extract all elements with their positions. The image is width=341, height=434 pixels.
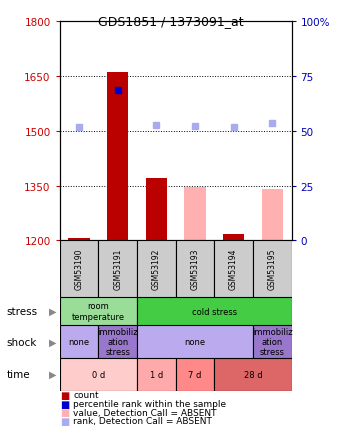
Text: immobiliz
ation
stress: immobiliz ation stress: [252, 327, 293, 357]
Text: ▶: ▶: [49, 306, 57, 316]
Bar: [214, 358, 292, 391]
Text: ■: ■: [60, 399, 69, 408]
Bar: [176, 358, 214, 391]
Text: count: count: [73, 391, 99, 399]
Text: GSM53190: GSM53190: [74, 248, 84, 290]
Bar: [98, 241, 137, 297]
Bar: [137, 241, 176, 297]
Text: 0 d: 0 d: [92, 370, 105, 379]
Text: percentile rank within the sample: percentile rank within the sample: [73, 399, 226, 408]
Bar: [60, 358, 137, 391]
Text: GSM53193: GSM53193: [190, 248, 199, 290]
Bar: [68, 238, 90, 241]
Bar: [137, 297, 292, 326]
Bar: [214, 241, 253, 297]
Text: 7 d: 7 d: [188, 370, 202, 379]
Bar: [176, 241, 214, 297]
Bar: [107, 73, 128, 241]
Bar: [68, 238, 90, 241]
Text: none: none: [184, 337, 206, 346]
Text: GSM53192: GSM53192: [152, 248, 161, 290]
Text: room
temperature: room temperature: [72, 302, 125, 321]
Text: ▶: ▶: [49, 337, 57, 347]
Bar: [253, 326, 292, 358]
Bar: [60, 326, 98, 358]
Text: ■: ■: [60, 390, 69, 400]
Text: stress: stress: [7, 306, 38, 316]
Text: 28 d: 28 d: [243, 370, 262, 379]
Bar: [253, 241, 292, 297]
Bar: [223, 234, 244, 241]
Bar: [98, 326, 137, 358]
Text: shock: shock: [7, 337, 37, 347]
Text: cold stress: cold stress: [192, 307, 237, 316]
Text: time: time: [7, 369, 30, 379]
Bar: [60, 241, 98, 297]
Text: none: none: [69, 337, 90, 346]
Text: ■: ■: [60, 416, 69, 426]
Text: rank, Detection Call = ABSENT: rank, Detection Call = ABSENT: [73, 417, 212, 425]
Text: 1 d: 1 d: [150, 370, 163, 379]
Text: value, Detection Call = ABSENT: value, Detection Call = ABSENT: [73, 408, 217, 417]
Text: GDS1851 / 1373091_at: GDS1851 / 1373091_at: [98, 15, 243, 28]
Bar: [137, 326, 253, 358]
Bar: [262, 190, 283, 241]
Bar: [60, 297, 137, 326]
Text: ■: ■: [60, 408, 69, 417]
Text: immobiliz
ation
stress: immobiliz ation stress: [97, 327, 138, 357]
Bar: [146, 179, 167, 241]
Text: GSM53195: GSM53195: [268, 248, 277, 290]
Text: GSM53194: GSM53194: [229, 248, 238, 290]
Text: ▶: ▶: [49, 369, 57, 379]
Bar: [137, 358, 176, 391]
Bar: [184, 188, 206, 241]
Text: GSM53191: GSM53191: [113, 248, 122, 290]
